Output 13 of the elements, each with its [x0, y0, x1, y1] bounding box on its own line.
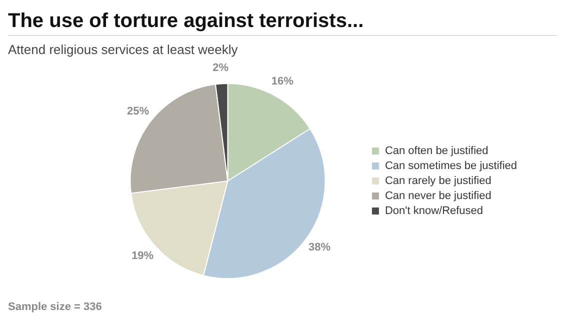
legend-label: Can rarely be justified: [384, 175, 492, 188]
data-label: 16%: [271, 76, 294, 88]
text: Sample size = 336: [8, 301, 103, 313]
data-label: 25%: [127, 105, 150, 118]
legend-label: Don't know/Refused: [384, 205, 484, 218]
legend-label: Can often be justified: [384, 145, 488, 158]
legend-label: Can sometimes be justified: [384, 160, 518, 172]
chart-title: The use of torture against terrorists...: [8, 10, 557, 36]
chart-subtitle: Attend religious services at least weekly: [8, 42, 239, 57]
data-label: 38%: [308, 242, 331, 254]
data-label: 2%: [212, 62, 229, 74]
data-label: 19%: [132, 250, 154, 262]
legend-label: Can never be justified: [384, 190, 492, 202]
